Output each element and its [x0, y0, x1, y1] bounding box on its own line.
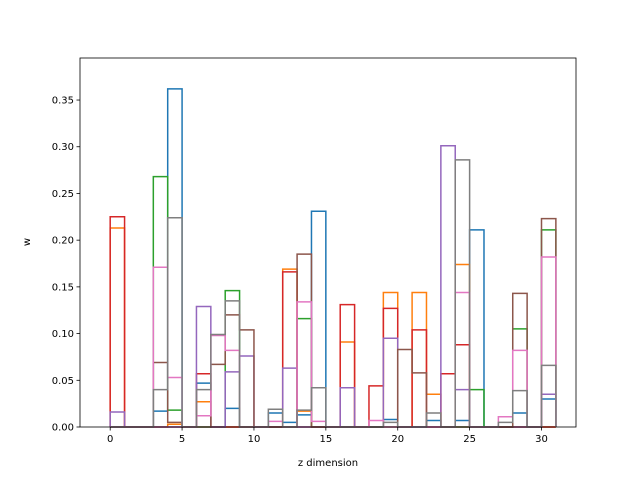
- y-tick-label: 0.15: [52, 282, 74, 293]
- x-tick-label: 10: [248, 434, 261, 445]
- y-axis-label: w: [22, 238, 33, 246]
- y-axis: 0.00 0.05 0.10 0.15 0.20 0.25 0.30 0.35: [52, 96, 80, 434]
- x-axis: 0 5 10 15 20 25 30: [107, 427, 548, 445]
- y-tick-label: 0.20: [52, 236, 74, 247]
- plot-area: [80, 58, 576, 427]
- y-tick-label: 0.05: [52, 376, 74, 387]
- x-tick-label: 30: [535, 434, 548, 445]
- y-tick-label: 0.00: [52, 423, 74, 434]
- x-tick-label: 5: [179, 434, 185, 445]
- x-tick-label: 25: [463, 434, 476, 445]
- y-tick-label: 0.35: [52, 96, 74, 107]
- x-axis-label: z dimension: [298, 458, 358, 469]
- y-tick-label: 0.25: [52, 189, 74, 200]
- x-tick-label: 15: [319, 434, 332, 445]
- y-tick-label: 0.30: [52, 142, 74, 153]
- x-tick-label: 0: [107, 434, 113, 445]
- y-tick-label: 0.10: [52, 329, 74, 340]
- plot-frame: [79, 57, 577, 428]
- x-tick-label: 20: [391, 434, 404, 445]
